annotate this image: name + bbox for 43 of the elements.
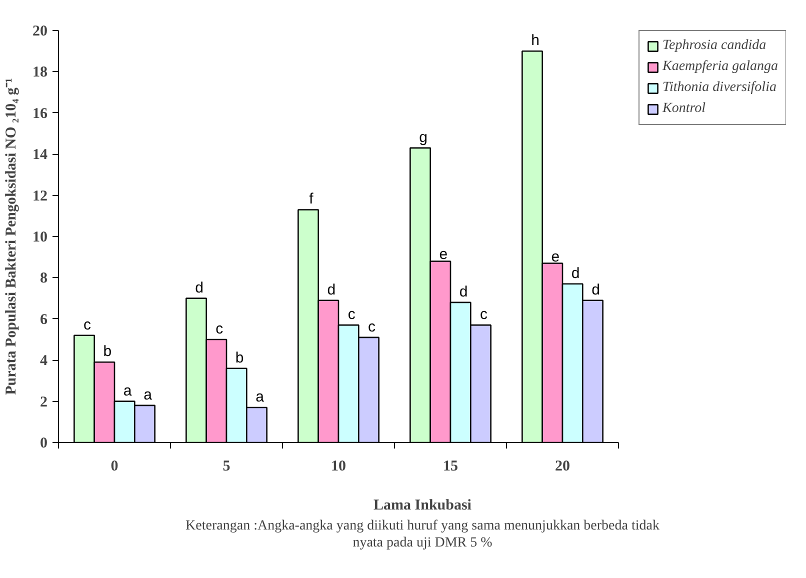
y-tick-label: 2 bbox=[40, 394, 48, 410]
y-axis-title: Purata Populasi Bakteri Pengoksidasi NO ₂10₄ g⁻¹ bbox=[4, 78, 20, 395]
y-tick-label: 4 bbox=[40, 353, 48, 370]
y-tick-label: 18 bbox=[32, 64, 48, 81]
y-tick-label: 20 bbox=[32, 24, 48, 40]
y-tick-label: 14 bbox=[32, 147, 48, 164]
data-label: g bbox=[419, 128, 428, 146]
data-label: b bbox=[235, 349, 244, 366]
x-tick-label: 10 bbox=[331, 458, 346, 474]
data-label: b bbox=[103, 343, 112, 360]
data-label: d bbox=[571, 264, 580, 282]
y-tick-label: 10 bbox=[32, 230, 48, 246]
data-label: f bbox=[309, 190, 314, 208]
text: Keterangan :Angka-angka yang diikuti huruf yang sama menunjukkan berbeda tidak nyata pada uji DMR 5 % bbox=[186, 518, 660, 550]
y-tick-label: 12 bbox=[32, 188, 48, 204]
x-tick-label: 20 bbox=[555, 458, 570, 474]
data-label: e bbox=[439, 246, 448, 264]
data-label: d bbox=[195, 279, 204, 296]
legend-label: Kontrol bbox=[662, 101, 706, 117]
data-label: c bbox=[348, 306, 356, 324]
x-tick-label: 15 bbox=[443, 458, 458, 474]
data-label: a bbox=[256, 388, 265, 406]
data-label: h bbox=[531, 32, 540, 50]
data-label: e bbox=[551, 248, 560, 266]
data-label: d bbox=[592, 281, 600, 298]
x-axis-title: Lama Inkubasi bbox=[374, 498, 472, 514]
data-label: c bbox=[368, 318, 376, 336]
x-tick-label: 0 bbox=[110, 458, 118, 474]
y-tick-label: 6 bbox=[40, 312, 48, 328]
x-tick-label: 5 bbox=[222, 458, 230, 474]
y-tick-label: 0 bbox=[40, 436, 48, 452]
data-label: c bbox=[216, 320, 224, 338]
data-label: c bbox=[480, 306, 488, 324]
y-tick-label: 8 bbox=[40, 270, 48, 287]
data-label: d bbox=[327, 281, 336, 298]
data-label: a bbox=[123, 382, 132, 400]
legend-label: Tithonia diversifolia bbox=[662, 80, 776, 96]
data-label: a bbox=[144, 386, 153, 404]
legend-label: Tephrosia candida bbox=[662, 38, 766, 54]
data-label: c bbox=[84, 316, 92, 334]
data-label: d bbox=[459, 283, 468, 300]
legend-label: Kaempferia galanga bbox=[662, 59, 778, 75]
y-tick-label: 16 bbox=[32, 106, 48, 122]
